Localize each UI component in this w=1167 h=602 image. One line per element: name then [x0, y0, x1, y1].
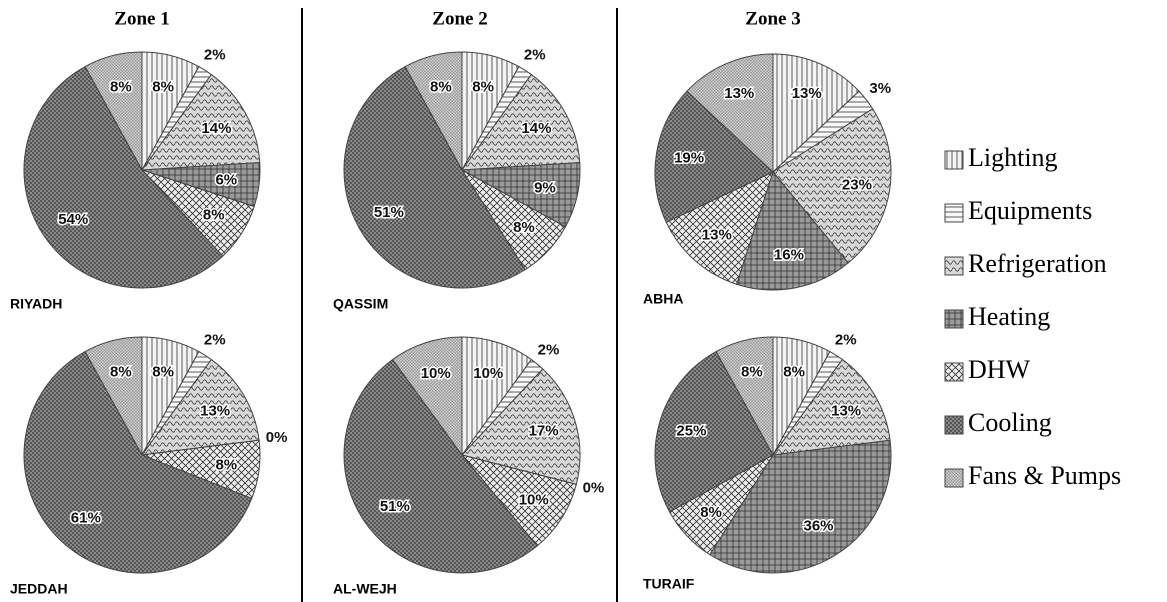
pie-slice [460, 73, 581, 171]
legend-swatch [944, 309, 964, 329]
data-label: 61% [71, 510, 101, 527]
pie-title: ABHA [643, 291, 683, 307]
data-label: 8% [203, 206, 225, 223]
data-label: 10% [473, 365, 503, 382]
pie-slice [665, 171, 774, 285]
pie-slice [23, 350, 253, 574]
pie-slice [735, 170, 849, 291]
pie-slice [140, 73, 261, 171]
data-label: 8% [513, 219, 535, 236]
data-label: 13% [724, 85, 754, 102]
data-label: 36% [804, 518, 834, 535]
pie-slice [654, 90, 774, 223]
pie-title: TURAIF [643, 576, 695, 592]
data-label: 25% [676, 422, 706, 439]
legend-label: Lighting [968, 143, 1058, 172]
data-label: 2% [538, 341, 560, 358]
legend-label: Fans & Pumps [968, 461, 1121, 490]
data-label: 13% [200, 403, 230, 420]
data-label: 8% [110, 79, 132, 96]
data-label: 8% [215, 457, 237, 474]
zone-title: Zone 3 [745, 8, 800, 29]
pie-slice [461, 336, 533, 457]
zone-title: Zone 2 [432, 8, 487, 29]
pie-slice [772, 108, 892, 264]
legend-label: Refrigeration [968, 249, 1107, 278]
data-label: 8% [152, 79, 174, 96]
data-label: 14% [521, 120, 551, 137]
data-label: 14% [201, 120, 231, 137]
pie-slice [404, 51, 463, 171]
pie-slice [654, 350, 774, 513]
data-label: 13% [831, 403, 861, 420]
pie-slice [709, 439, 892, 574]
data-label: 3% [869, 80, 891, 97]
pie-slice [391, 336, 463, 457]
data-label: 17% [529, 422, 559, 439]
pie-slice [343, 65, 526, 289]
data-label: 8% [783, 364, 805, 381]
pie-title: JEDDAH [10, 581, 68, 597]
pie-slice [461, 368, 581, 485]
data-label: 8% [700, 504, 722, 521]
data-label: 0% [266, 429, 288, 446]
data-label: 13% [702, 227, 732, 244]
data-label: 2% [524, 46, 546, 63]
data-label: 9% [534, 180, 556, 197]
data-label: 51% [380, 498, 410, 515]
legend-label: Cooling [968, 408, 1052, 437]
legend-label: Equipments [968, 196, 1092, 225]
data-label: 8% [110, 364, 132, 381]
data-label: 2% [204, 46, 226, 63]
data-label: 51% [374, 204, 404, 221]
legend-label: DHW [968, 355, 1031, 384]
pie-slice [343, 358, 538, 574]
legend-swatch [944, 150, 964, 170]
data-label: 16% [774, 246, 804, 263]
pie-slice [715, 336, 774, 456]
pie-slice [460, 454, 577, 547]
data-label: 54% [58, 211, 88, 228]
pie-slice [772, 53, 860, 174]
data-label: 8% [430, 79, 452, 96]
pie-slice [23, 65, 224, 289]
pie-title: AL-WEJH [333, 581, 397, 597]
data-label: 6% [215, 172, 237, 189]
data-label: 10% [421, 365, 451, 382]
data-label: 23% [842, 176, 872, 193]
pie-slice [686, 53, 774, 174]
legend-swatch [944, 362, 964, 382]
pie-title: QASSIM [333, 296, 388, 312]
pie-slice [84, 51, 143, 171]
legend-swatch [944, 468, 964, 488]
data-label: 2% [835, 331, 857, 348]
data-label: 13% [792, 85, 822, 102]
data-label: 2% [204, 331, 226, 348]
legend-label: Heating [968, 302, 1050, 331]
pie-slice [84, 336, 143, 456]
pie-slice [140, 358, 260, 456]
legend-swatch [944, 256, 964, 276]
legend-swatch [944, 415, 964, 435]
legend-swatch [944, 203, 964, 223]
data-label: 8% [472, 79, 494, 96]
data-label: 10% [519, 491, 549, 508]
data-label: 0% [583, 480, 605, 497]
zone-title: Zone 1 [114, 8, 169, 29]
pie-slice [771, 358, 891, 456]
data-label: 19% [674, 150, 704, 167]
pie-title: RIYADH [10, 296, 62, 312]
data-label: 8% [741, 364, 763, 381]
data-label: 8% [152, 364, 174, 381]
